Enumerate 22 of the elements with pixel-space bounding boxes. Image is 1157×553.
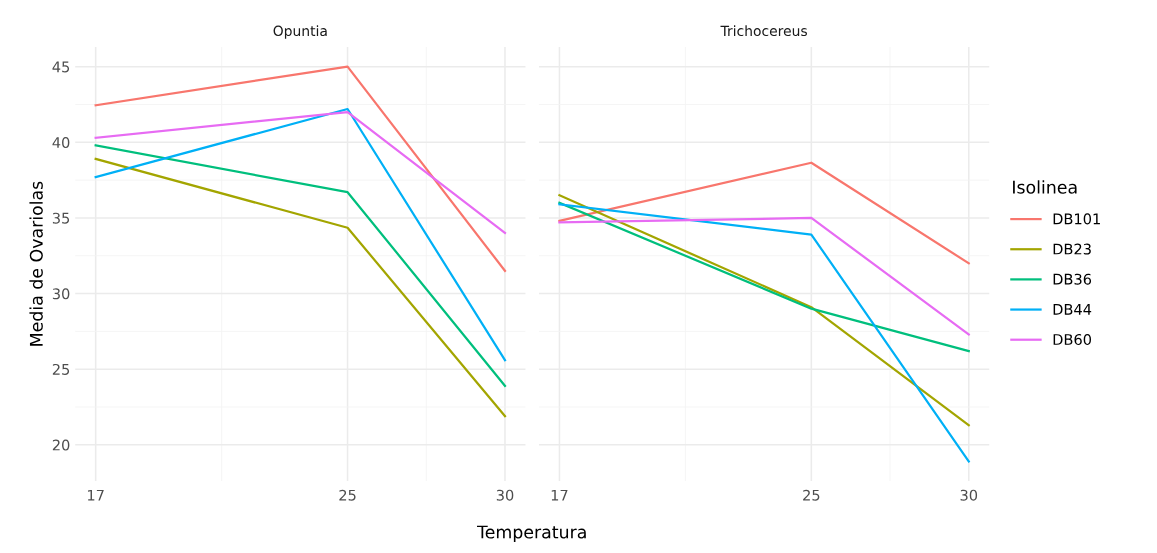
legend-title: Isolinea [1013,180,1077,194]
x-tick-label: 17 [87,489,104,501]
legend-label: DB60 [1053,333,1092,346]
chart-title: Opuntia [273,25,327,39]
legend-label: DB101 [1053,213,1100,225]
y-tick-label: 40 [52,137,70,149]
y-tick-label: 45 [52,61,70,73]
legend-label: DB44 [1053,304,1092,315]
x-axis-title: Temperatura [477,525,586,542]
y-tick-label: 30 [52,288,70,300]
legend-label: DB36 [1053,273,1092,285]
chart-title: Trichocereus [720,25,807,37]
x-tick-label: 30 [496,489,514,501]
x-tick-label: 17 [551,489,568,501]
legend-label: DB23 [1053,243,1091,255]
x-tick-label: 25 [339,489,356,501]
x-tick-label: 25 [803,489,820,501]
y-tick-label: 20 [52,439,70,451]
y-tick-label: 25 [52,363,70,375]
y-tick-label: 35 [52,212,70,224]
y-axis-title: Media de Ovariolas [29,181,43,346]
x-tick-label: 30 [960,489,978,501]
